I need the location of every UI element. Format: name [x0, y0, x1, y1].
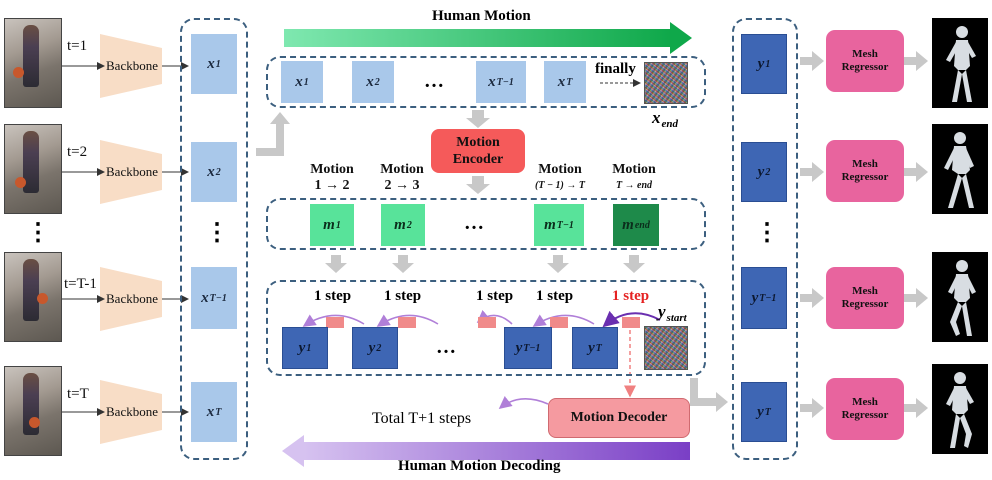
mesh-render-2 — [932, 124, 988, 214]
mesh-regressor-3: Mesh Regressor — [826, 267, 904, 329]
human-motion-title: Human Motion — [432, 8, 531, 24]
gray-flow-arrows — [256, 51, 928, 418]
output-vdots: ⋮ — [755, 220, 779, 246]
decoding-ellipsis: … — [436, 336, 456, 358]
input-frame-1 — [4, 18, 62, 108]
output-frame — [732, 18, 798, 460]
step-label-4: 1 step — [536, 288, 574, 304]
x-end-noise — [644, 62, 688, 104]
y-start-label: ystart — [658, 302, 687, 325]
motion-label-end: Motion T → end — [612, 162, 656, 191]
mesh-regressor-2: Mesh Regressor — [826, 140, 904, 202]
step-label-2: 1 step — [384, 288, 422, 304]
backbone-label-1: Backbone — [106, 58, 158, 73]
step-token-5 — [622, 317, 640, 328]
motion-decoder: Motion Decoder — [548, 398, 690, 438]
input-vdots: ⋮ — [26, 220, 50, 246]
decoding-title: Human Motion Decoding — [398, 458, 561, 474]
step-label-first: 1 step — [612, 288, 650, 304]
motion-m-end: m end — [613, 204, 659, 246]
motion-label-2: Motion 2 → 3 — [380, 162, 424, 193]
backbone-shapes — [100, 34, 162, 444]
decoding-row-frame — [266, 280, 706, 376]
decoding-step-arcs — [302, 309, 661, 409]
step-label-1: 1 step — [314, 288, 352, 304]
input-frame-t-minus-1 — [4, 252, 62, 342]
backbone-label-2: Backbone — [106, 164, 158, 179]
backbone-label-3: Backbone — [106, 291, 158, 306]
mesh-render-3 — [932, 252, 988, 342]
motion-label-t-minus-1: Motion (T − 1) → T — [535, 162, 585, 191]
finally-label: finally — [595, 61, 636, 77]
motion-label-1: Motion 1 → 2 — [310, 162, 354, 193]
motion-m-t-minus-1: m T−1 — [534, 204, 584, 246]
human-motion-arrow — [284, 22, 692, 54]
output-y-t-minus-1: y T−1 — [741, 267, 787, 329]
feature-vdots: ⋮ — [205, 220, 229, 246]
mesh-render-4 — [932, 364, 988, 454]
total-steps-label: Total T+1 steps — [372, 410, 472, 427]
feature-frame — [180, 18, 248, 460]
motion-row-frame — [266, 56, 706, 108]
backbone-label-4: Backbone — [106, 404, 158, 419]
step-token-3 — [478, 317, 496, 328]
input-arrows — [62, 62, 641, 416]
time-label-2: t=2 — [67, 144, 88, 160]
motion-encoder: Motion Encoder — [431, 129, 525, 173]
mesh-render-1 — [932, 18, 988, 108]
feature-x-t-minus-1: x T−1 — [191, 267, 237, 329]
decoded-y-t-minus-1: y T−1 — [504, 327, 552, 369]
time-label-t: t=T — [67, 386, 89, 402]
row-x-t-minus-1: x T−1 — [476, 61, 526, 103]
mesh-regressor-1: Mesh Regressor — [826, 30, 904, 92]
step-label-3: 1 step — [476, 288, 514, 304]
y-start-noise — [644, 326, 688, 370]
input-frame-2 — [4, 124, 62, 214]
motion-feature-frame — [266, 198, 706, 250]
motion-ellipsis: … — [464, 212, 484, 234]
time-label-t-minus-1: t=T-1 — [64, 276, 97, 292]
mesh-regressor-4: Mesh Regressor — [826, 378, 904, 440]
row-x-ellipsis: … — [424, 70, 444, 92]
step-token-2 — [398, 317, 416, 328]
input-frame-t — [4, 366, 62, 456]
decoding-arrow — [282, 435, 690, 467]
step-token-1 — [326, 317, 344, 328]
time-label-1: t=1 — [67, 38, 88, 54]
step-token-4 — [550, 317, 568, 328]
x-end-label: xend — [652, 108, 678, 131]
